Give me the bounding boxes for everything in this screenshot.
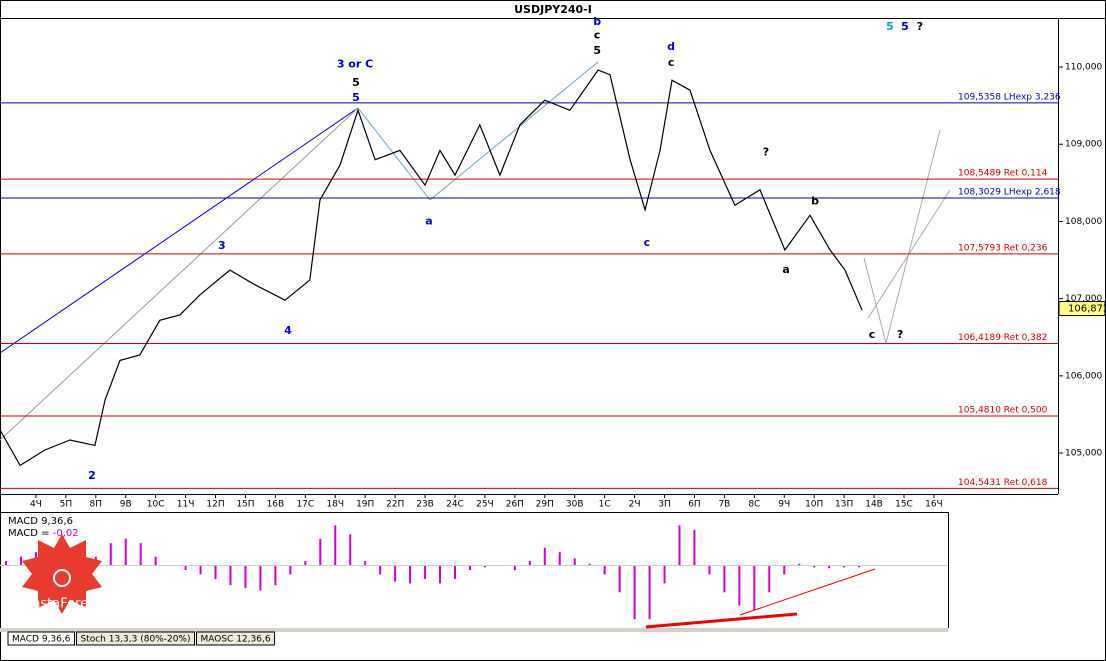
x-tick-label: 24С <box>446 500 464 510</box>
macd-value-label: MACD = -0,02 <box>8 528 79 539</box>
macd-value: -0,02 <box>53 528 79 539</box>
wave-label: 3 or C <box>337 58 373 71</box>
x-tick-label: 22П <box>386 500 404 510</box>
wave-label: 5 <box>352 76 360 89</box>
x-tick-label: 4Ч <box>30 500 42 510</box>
tabs: MACD 9,36,6 Stoch 13,3,3 (80%-20%) MAOSC 1… <box>7 631 276 646</box>
macd-caption: MACD = <box>8 528 53 539</box>
macd-label: MACD 9,36,6 <box>8 516 73 527</box>
x-tick-label: 1С <box>599 500 611 510</box>
wave-label: ? <box>897 328 903 341</box>
wave-label: d <box>667 40 675 53</box>
chart-title: USDJPY240-I <box>514 3 592 16</box>
logo-text: InstaForex <box>28 597 96 612</box>
wave-label: c <box>668 56 675 69</box>
x-tick-label: 5П <box>60 500 73 510</box>
y-tick-label: 108,000 <box>1065 217 1102 227</box>
wave-label: a <box>425 214 432 227</box>
x-tick-label: 11Ч <box>177 500 195 510</box>
tab[interactable]: MACD 9,36,6 <box>12 635 71 645</box>
wave-label: c <box>869 328 876 341</box>
y-tick-label: 110,000 <box>1065 63 1102 73</box>
x-tick-label: 19П <box>356 500 374 510</box>
wave-label: ? <box>917 20 923 33</box>
x-tick-label: 9В <box>120 500 132 510</box>
current-price-label: 106,872 <box>1068 304 1106 315</box>
x-tick-label: 16Ч <box>925 500 943 510</box>
x-tick-label: 2Ч <box>629 500 641 510</box>
wave-label: a <box>782 263 789 276</box>
level-label: 108,5489 Ret 0,114 <box>958 169 1048 179</box>
level-label: 105,4810 Ret 0,500 <box>958 405 1048 415</box>
x-tick-label: 29П <box>536 500 554 510</box>
x-tick-label: 14В <box>865 500 883 510</box>
wave-label: 5 <box>593 44 601 57</box>
price-line <box>0 69 863 467</box>
forecast-line <box>885 129 941 344</box>
y-tick-label: 105,000 <box>1065 449 1102 459</box>
x-tick-label: 18Ч <box>326 500 344 510</box>
forecast-line <box>863 257 887 344</box>
x-tick-label: 16В <box>267 500 285 510</box>
level-label: 108,3029 LHexp 2,618 <box>958 188 1061 198</box>
x-tick-label: 25Ч <box>476 500 494 510</box>
wave-label: 5 <box>352 91 360 104</box>
wave-label: 3 <box>218 239 226 252</box>
x-tick-label: 10П <box>805 500 823 510</box>
wave-label: 5 <box>901 20 909 33</box>
macd-bottom <box>0 628 948 632</box>
tab[interactable]: MAOSC 12,36,6 <box>201 635 271 645</box>
trend-line <box>0 107 359 441</box>
level-label: 106,4189 Ret 0,382 <box>958 333 1047 343</box>
x-tick-label: 17С <box>296 500 314 510</box>
tab-box[interactable] <box>196 631 276 646</box>
x-tick-label: 23В <box>416 500 434 510</box>
divergence-line <box>645 612 798 629</box>
x-tick-label: 13П <box>835 500 853 510</box>
x-tick-label: 6П <box>688 500 701 510</box>
x-tick-label: 9Ч <box>778 500 790 510</box>
x-tick-label: 15С <box>895 500 913 510</box>
trend-line <box>357 107 431 201</box>
level-label: 104,5431 Ret 0,618 <box>958 478 1048 488</box>
x-tick-label: 8П <box>90 500 103 510</box>
x-tick-label: 3П <box>658 500 671 510</box>
wave-label: 5 <box>886 20 894 33</box>
x-tick-label: 12П <box>206 500 224 510</box>
tab[interactable]: Stoch 13,3,3 (80%-20%) <box>80 635 190 645</box>
trend-line <box>429 61 599 201</box>
trend-line <box>0 107 359 354</box>
wave-label: b <box>811 194 819 207</box>
tab-box[interactable] <box>7 631 75 646</box>
x-tick-label: 7В <box>718 500 730 510</box>
y-tick-label: 107,000 <box>1065 294 1102 304</box>
x-tick-label: 8С <box>748 500 760 510</box>
logo: InstaForex <box>22 534 102 614</box>
current-price-box <box>1058 301 1106 317</box>
wave-label: 4 <box>284 324 292 337</box>
level-label: 109,5358 LHexp 3,236 <box>958 92 1061 102</box>
divergence-line <box>739 568 876 616</box>
level-label: 107,5793 Ret 0,236 <box>958 243 1048 253</box>
wave-label: c <box>594 28 601 41</box>
main-layer: 105,000 106,000 107,000 108,000 109,000 110,0… <box>0 15 1106 620</box>
x-tick-label: 30В <box>566 500 584 510</box>
wave-label: c <box>644 236 651 249</box>
x-tick-label: 26П <box>506 500 524 510</box>
wave-label: ? <box>763 146 769 159</box>
tab-box[interactable] <box>75 631 195 646</box>
x-tick-label: 10С <box>147 500 165 510</box>
y-tick-label: 109,000 <box>1065 140 1102 150</box>
wave-label: 2 <box>88 469 96 482</box>
x-tick-label: 15П <box>236 500 254 510</box>
wave-label: b <box>593 15 601 28</box>
y-tick-label: 106,000 <box>1065 371 1102 381</box>
